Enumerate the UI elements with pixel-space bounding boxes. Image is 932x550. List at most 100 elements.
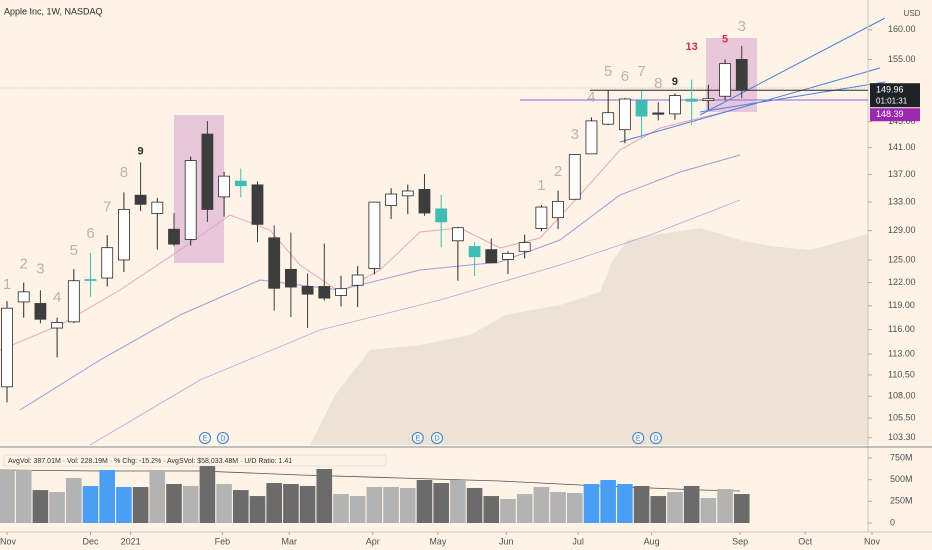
candle-body bbox=[418, 188, 431, 214]
ma-value-label: 148.39 bbox=[876, 109, 904, 119]
candle-body bbox=[568, 154, 581, 200]
y-tick-label: 250M bbox=[890, 496, 913, 506]
count-label: 2 bbox=[554, 163, 562, 180]
trend-line bbox=[699, 81, 886, 113]
candle-body bbox=[685, 98, 698, 102]
volume-bar bbox=[617, 483, 633, 523]
y-tick-label: 137.00 bbox=[888, 169, 916, 179]
candle-body bbox=[251, 184, 264, 225]
candle-body bbox=[134, 194, 147, 205]
candle-body bbox=[652, 112, 665, 115]
volume-bar bbox=[633, 485, 650, 523]
count-label: 6 bbox=[621, 68, 629, 85]
volume-bar bbox=[450, 479, 466, 523]
volume-bar bbox=[416, 479, 433, 523]
x-tick-label: Nov bbox=[0, 536, 16, 546]
y-tick-label: 141.00 bbox=[888, 142, 916, 152]
candle-body bbox=[184, 160, 197, 240]
count-label: 13 bbox=[686, 41, 698, 53]
volume-bar bbox=[199, 466, 216, 523]
y-tick-label: 116.00 bbox=[888, 324, 915, 334]
volume-bar bbox=[132, 487, 149, 523]
event-marker bbox=[216, 432, 229, 444]
candle-body bbox=[719, 63, 731, 97]
ma-value-box bbox=[870, 108, 920, 122]
volume-bar bbox=[349, 496, 366, 523]
volume-bar bbox=[32, 490, 49, 523]
volume-bar bbox=[366, 487, 383, 523]
candle-body bbox=[51, 322, 64, 329]
event-label: D bbox=[220, 435, 225, 442]
count-label: 5 bbox=[70, 242, 78, 259]
chart-title: Apple Inc, 1W, NASDAQ bbox=[4, 6, 103, 16]
event-marker bbox=[632, 432, 645, 444]
volume-bar bbox=[733, 494, 750, 523]
trend-line bbox=[619, 67, 881, 143]
count-label: 7 bbox=[637, 63, 645, 80]
candle-body bbox=[67, 280, 80, 323]
candle-body bbox=[1, 307, 13, 388]
countdown-label: 01:01:31 bbox=[876, 96, 908, 105]
event-marker bbox=[649, 432, 662, 444]
volume-legend-box bbox=[3, 454, 387, 467]
volume-bar bbox=[466, 487, 483, 523]
x-tick-label: Oct bbox=[798, 536, 813, 546]
volume-bar bbox=[667, 492, 683, 523]
last-price-box bbox=[870, 83, 920, 108]
candle-body bbox=[635, 100, 648, 117]
candle-body bbox=[552, 200, 564, 219]
volume-average bbox=[0, 469, 741, 492]
event-label: D bbox=[653, 435, 658, 442]
candle-body bbox=[301, 286, 314, 295]
x-tick-label: Jun bbox=[499, 536, 514, 546]
volume-bar bbox=[99, 470, 116, 523]
x-tick-label: May bbox=[429, 536, 447, 546]
volume-bar bbox=[533, 487, 550, 523]
candle-body bbox=[451, 227, 464, 242]
candle-body bbox=[151, 201, 164, 214]
y-tick-label: 160.00 bbox=[888, 24, 916, 34]
candle-body bbox=[502, 252, 514, 260]
highlight-box bbox=[174, 115, 224, 263]
candle-body bbox=[201, 133, 214, 210]
count-label: 5 bbox=[722, 34, 728, 46]
y-tick-label: 108.00 bbox=[888, 391, 916, 401]
volume-bar bbox=[66, 478, 82, 523]
count-label: 7 bbox=[103, 199, 111, 216]
y-tick-label: 113.00 bbox=[888, 348, 915, 358]
event-label: D bbox=[434, 435, 439, 442]
count-label: 5 bbox=[604, 63, 612, 80]
y-tick-label: 119.00 bbox=[888, 300, 915, 310]
x-tick-label: Sep bbox=[732, 536, 748, 546]
volume-bar bbox=[583, 483, 600, 523]
volume-bar bbox=[232, 490, 249, 523]
y-tick-label: 750M bbox=[890, 452, 913, 462]
candle-body bbox=[101, 247, 114, 279]
count-label: 1 bbox=[3, 276, 11, 293]
candle-body bbox=[602, 112, 615, 125]
y-tick-label: 133.00 bbox=[888, 197, 916, 207]
x-tick-label: Nov bbox=[864, 536, 881, 546]
count-label: 8 bbox=[120, 164, 128, 181]
candle-body bbox=[485, 249, 498, 264]
count-label: 3 bbox=[571, 126, 579, 143]
volume-bar bbox=[683, 485, 700, 523]
moving-average bbox=[0, 107, 741, 351]
volume-bar bbox=[483, 496, 500, 523]
volume-bar bbox=[283, 483, 299, 523]
volume-bar bbox=[266, 483, 282, 523]
x-tick-label: Aug bbox=[644, 536, 660, 546]
volume-bar bbox=[433, 483, 449, 523]
candle-body bbox=[118, 208, 130, 261]
volume-legend: AvgVol: 387.01M · Vol: 228.19M · % Chg: … bbox=[8, 458, 292, 465]
candle-body bbox=[669, 95, 681, 115]
y-tick-label: 500M bbox=[890, 474, 913, 484]
moving-average bbox=[89, 199, 741, 446]
event-marker bbox=[431, 432, 444, 444]
event-label: E bbox=[203, 435, 208, 442]
volume-bar bbox=[166, 483, 182, 523]
cloud bbox=[310, 228, 868, 445]
count-label: 4 bbox=[53, 289, 61, 306]
y-tick-label: 125.00 bbox=[888, 254, 916, 264]
